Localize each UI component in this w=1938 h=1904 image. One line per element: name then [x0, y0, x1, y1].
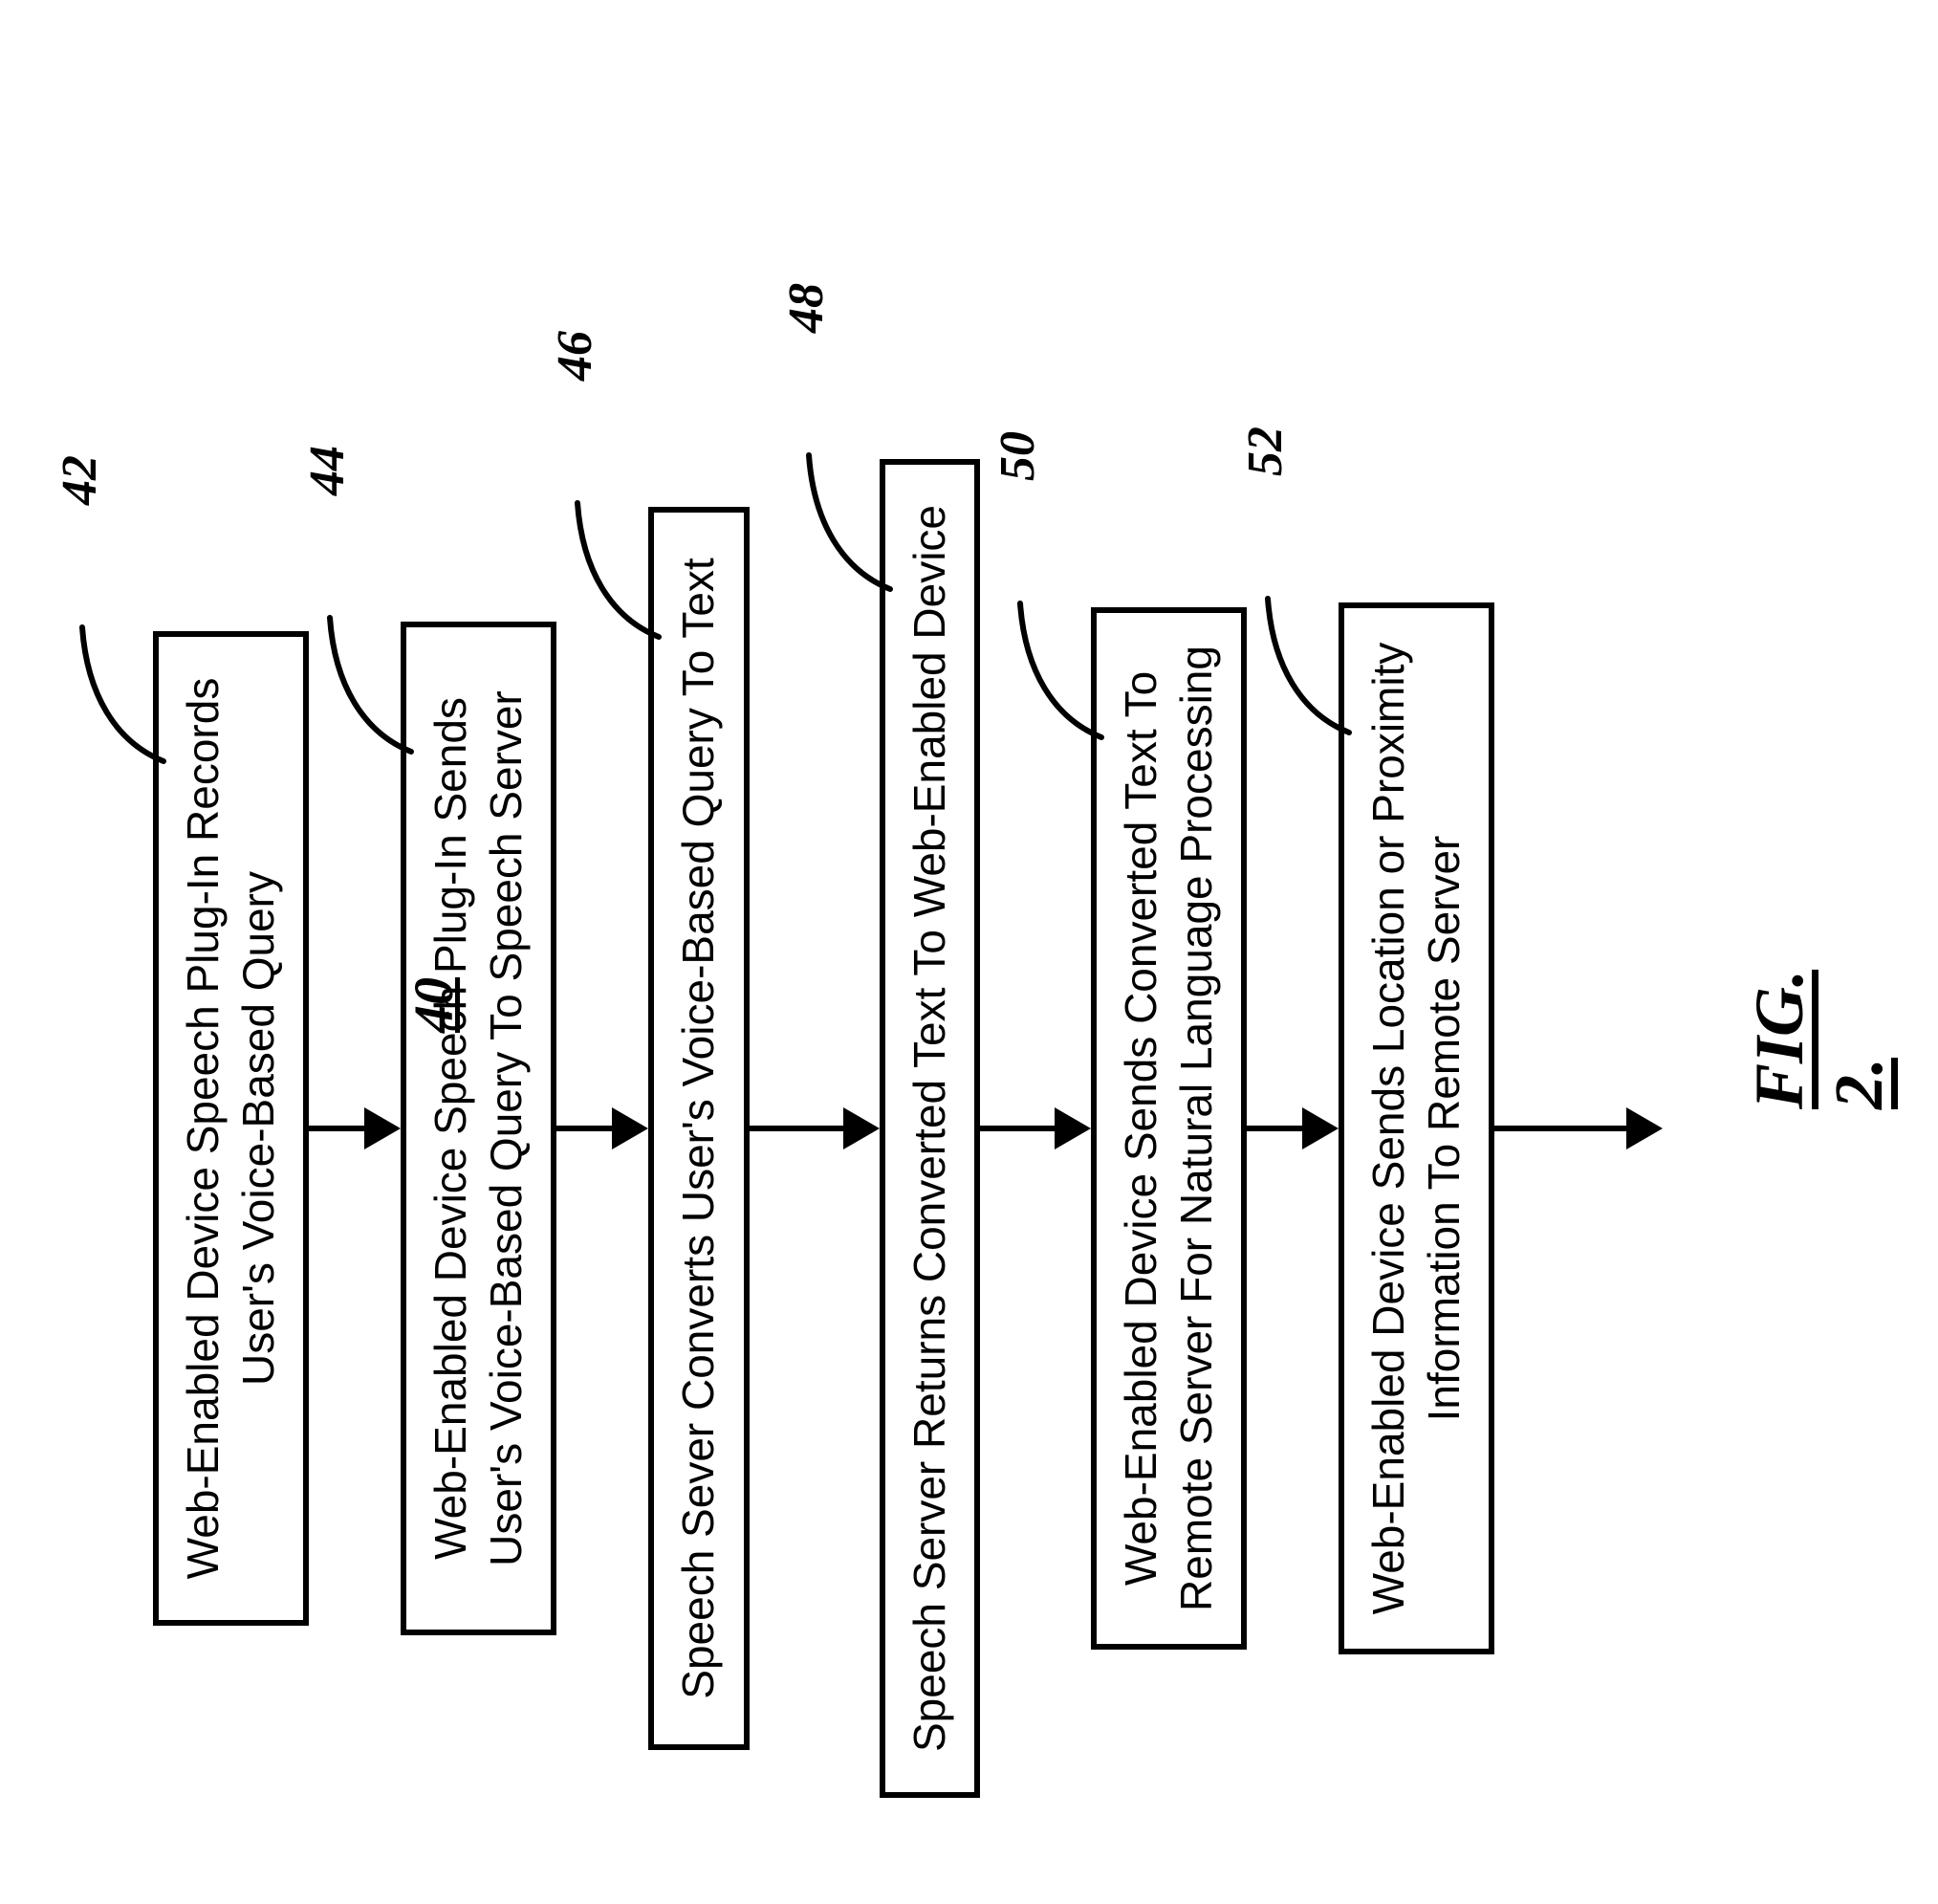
- arrow-head-icon: [1055, 1107, 1091, 1149]
- figure-number: 40: [402, 977, 466, 1033]
- step-ref-number: 50: [987, 431, 1049, 481]
- flow-step-box: Speech Sever Converts User's Voice-Based…: [648, 507, 750, 1750]
- flow-step-box: Web-Enabled Device Speech Plug-In Record…: [153, 631, 309, 1626]
- flow-arrow: [309, 1107, 401, 1149]
- callout-curve: [790, 446, 895, 599]
- arrow-head-icon: [843, 1107, 880, 1149]
- arrow-shaft: [309, 1126, 366, 1131]
- flow-step-text: Web-Enabled Device Speech Plug-In Sends …: [425, 690, 531, 1566]
- arrow-shaft: [1494, 1126, 1628, 1131]
- callout-curve: [1249, 589, 1354, 742]
- arrow-head-icon: [364, 1107, 401, 1149]
- callout-curve: [63, 618, 168, 771]
- flow-step-text: Web-Enabled Device Sends Location or Pro…: [1363, 643, 1469, 1615]
- step-ref-number: 44: [296, 446, 359, 495]
- step-ref-number: 52: [1234, 427, 1296, 476]
- arrow-head-icon: [612, 1107, 648, 1149]
- flow-step-box: Speech Server Returns Converted Text To …: [880, 459, 981, 1798]
- flowchart-rotated-group: Web-Enabled Device Speech Plug-In Record…: [153, 459, 1663, 1798]
- step-ref-number: 48: [775, 283, 838, 333]
- flow-arrow: [1247, 1107, 1339, 1149]
- flow-arrow: [1494, 1107, 1663, 1149]
- arrow-head-icon: [1302, 1107, 1339, 1149]
- flow-step-text: Web-Enabled Device Speech Plug-In Record…: [178, 678, 283, 1580]
- flow-step-box: Web-Enabled Device Sends Location or Pro…: [1339, 602, 1494, 1654]
- arrow-shaft: [1247, 1126, 1304, 1131]
- flow-step-text: Web-Enabled Device Sends Converted Text …: [1116, 646, 1221, 1611]
- flow-arrow: [556, 1107, 648, 1149]
- figure-caption: FIG. 2.: [1740, 911, 1899, 1109]
- arrow-shaft: [980, 1126, 1056, 1131]
- callout-curve: [311, 608, 416, 761]
- arrow-head-icon: [1626, 1107, 1663, 1149]
- callout-curve: [1001, 594, 1106, 747]
- flow-step-box: Web-Enabled Device Sends Converted Text …: [1091, 607, 1247, 1650]
- step-ref-number: 46: [544, 331, 606, 381]
- callout-curve: [558, 493, 664, 646]
- figure-canvas: Web-Enabled Device Speech Plug-In Record…: [0, 0, 1938, 1904]
- arrow-shaft: [750, 1126, 845, 1131]
- flow-arrow: [980, 1107, 1091, 1149]
- flow-step-text: Speech Sever Converts User's Voice-Based…: [673, 558, 723, 1698]
- step-ref-number: 42: [49, 455, 111, 505]
- flow-step-text: Speech Server Returns Converted Text To …: [904, 505, 954, 1752]
- flowchart-column: Web-Enabled Device Speech Plug-In Record…: [153, 459, 1663, 1798]
- flow-arrow: [750, 1107, 880, 1149]
- arrow-shaft: [556, 1126, 614, 1131]
- flow-step-box: Web-Enabled Device Speech Plug-In Sends …: [401, 622, 556, 1635]
